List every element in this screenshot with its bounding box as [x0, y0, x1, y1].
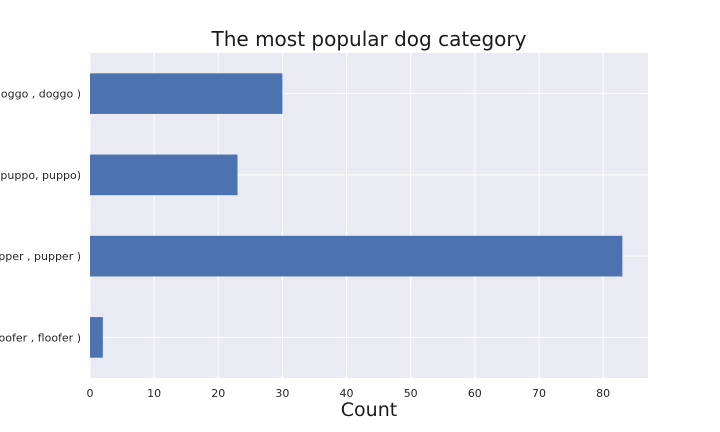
x-tick-label: 10	[147, 387, 161, 400]
y-tick-label: ( pupper , pupper )	[0, 250, 81, 263]
bar	[90, 73, 283, 114]
x-axis-label: Count	[341, 399, 397, 421]
y-tick-label: ( puppo, puppo)	[0, 169, 81, 182]
x-tick-label: 30	[275, 387, 289, 400]
x-tick-label: 60	[468, 387, 482, 400]
x-tick-labels: 0 10 20 30 40 50 60 70 80	[87, 387, 611, 400]
x-tick-label: 80	[596, 387, 610, 400]
bar	[90, 154, 238, 196]
bar	[90, 317, 103, 358]
y-tick-label: ( floofer , floofer )	[0, 331, 81, 344]
bars	[90, 73, 623, 358]
chart-title: The most popular dog category	[211, 27, 527, 51]
x-tick-label: 70	[532, 387, 546, 400]
x-tick-label: 40	[340, 387, 354, 400]
x-tick-label: 50	[404, 387, 418, 400]
x-tick-label: 0	[87, 387, 94, 400]
bar	[90, 235, 623, 277]
x-tick-label: 20	[211, 387, 225, 400]
y-tick-label: (doggo , doggo )	[0, 88, 81, 101]
y-tick-labels: (doggo , doggo ) ( puppo, puppo) ( pupper …	[0, 88, 81, 345]
